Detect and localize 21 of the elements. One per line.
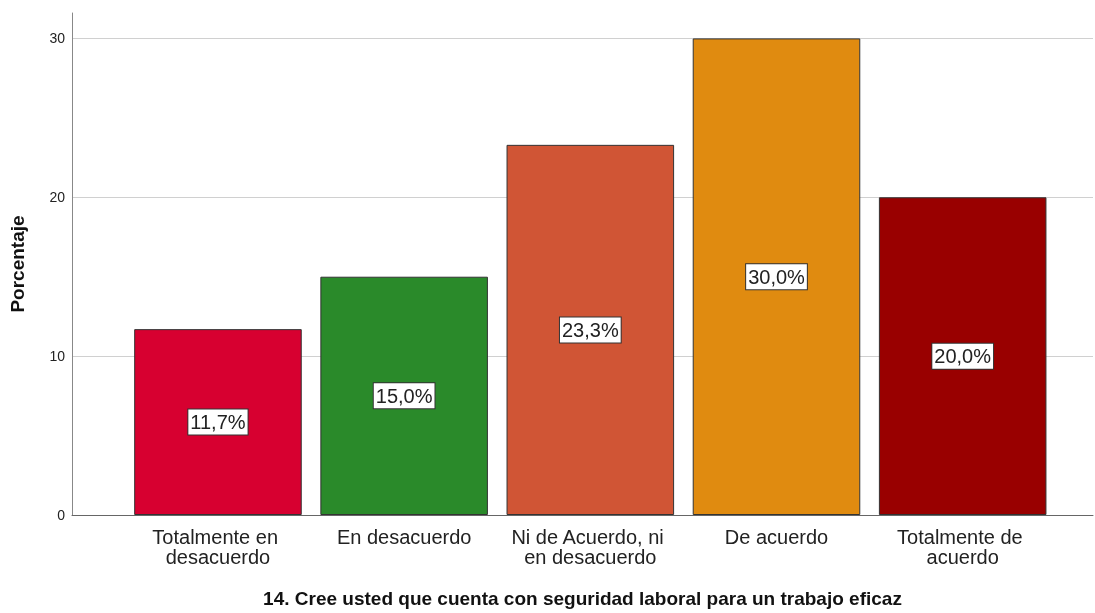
y-tick-label: 20 bbox=[49, 189, 66, 206]
x-tick-label: Totalmente en desacuerdo bbox=[152, 526, 284, 568]
bar bbox=[320, 276, 488, 515]
data-label: 23,3% bbox=[561, 318, 619, 341]
x-axis-title: 14. Cree usted que cuenta con seguridad laboral para un trabajo eficaz bbox=[263, 588, 902, 609]
y-tick-label: 30 bbox=[49, 30, 66, 47]
bar bbox=[692, 38, 861, 515]
bar bbox=[134, 329, 302, 515]
x-tick-label: En desacuerdo bbox=[336, 526, 472, 548]
x-tick-label: Totalmente de acuerdo bbox=[897, 526, 1029, 568]
x-tick-label: Ni de Acuerdo, ni en desacuerdo bbox=[511, 526, 670, 568]
x-tick-label: De acuerdo bbox=[724, 526, 829, 548]
bar bbox=[506, 144, 675, 515]
bar bbox=[878, 197, 1047, 515]
data-label: 20,0% bbox=[934, 345, 992, 368]
y-tick-label: 10 bbox=[49, 348, 66, 365]
data-label: 15,0% bbox=[375, 384, 433, 407]
data-label: 11,7% bbox=[190, 411, 246, 434]
y-axis-title: Porcentaje bbox=[7, 215, 28, 313]
y-tick-label: 0 bbox=[57, 507, 66, 523]
data-label: 30,0% bbox=[748, 265, 806, 288]
